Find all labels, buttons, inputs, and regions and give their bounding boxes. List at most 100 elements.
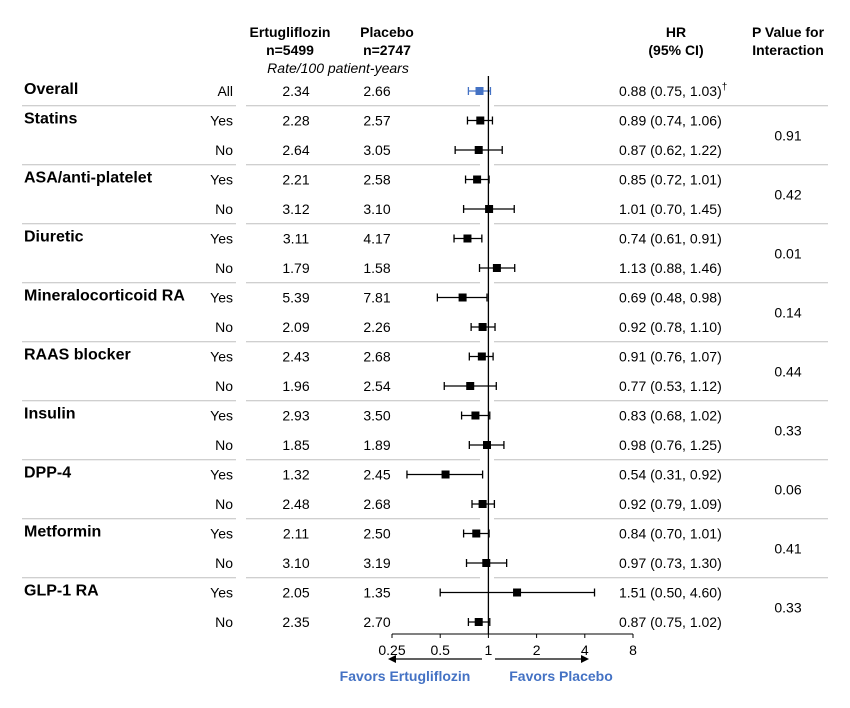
p-value: 0.33 bbox=[774, 422, 801, 438]
table-row: Yes 2.93 3.50 0.83 (0.68, 1.02) bbox=[210, 408, 722, 424]
p-value: 0.14 bbox=[774, 304, 801, 320]
group-label: ASA/anti-platelet bbox=[24, 170, 153, 187]
subgroup-label: Yes bbox=[210, 231, 233, 247]
placebo-rate: 3.10 bbox=[363, 201, 390, 217]
group-dpp-4: DPP-4 Yes 1.32 2.45 0.54 (0.31, 0.92) No 2.48 2… bbox=[24, 465, 802, 513]
hr-point bbox=[474, 146, 483, 154]
placebo-rate: 2.54 bbox=[363, 378, 390, 394]
ertugliflozin-rate: 5.39 bbox=[282, 290, 309, 306]
placebo-rate: 1.35 bbox=[363, 585, 390, 601]
table-row: No 1.79 1.58 1.13 (0.88, 1.46) bbox=[215, 260, 722, 276]
table-row: No 2.35 2.70 0.87 (0.75, 1.02) bbox=[215, 614, 722, 630]
hr-ci-text: 0.87 (0.75, 1.02) bbox=[619, 614, 722, 630]
placebo-header: Placebo bbox=[360, 24, 414, 40]
group-mineralocorticoid-ra: Mineralocorticoid RA Yes 5.39 7.81 0.69 (0.4… bbox=[24, 288, 802, 336]
column-headers: Ertugliflozin n=5499 Placebo n=2747 Rate… bbox=[250, 24, 825, 76]
group-raas-blocker: RAAS blocker Yes 2.43 2.68 0.91 (0.76, 1.07)… bbox=[24, 347, 802, 395]
hr-point bbox=[478, 323, 487, 331]
hr-point bbox=[478, 500, 487, 508]
favors-left-arrowhead bbox=[388, 655, 396, 663]
group-label: Mineralocorticoid RA bbox=[24, 288, 185, 305]
group-metformin: Metformin Yes 2.11 2.50 0.84 (0.70, 1.01) No 3… bbox=[24, 524, 802, 572]
p-value: 0.33 bbox=[774, 599, 801, 615]
hr-point bbox=[482, 441, 491, 449]
group-insulin: Insulin Yes 2.93 3.50 0.83 (0.68, 1.02) No 1.8… bbox=[24, 406, 802, 454]
ertugliflozin-rate: 2.09 bbox=[282, 319, 309, 335]
table-row: No 2.48 2.68 0.92 (0.79, 1.09) bbox=[215, 496, 722, 512]
group-dividers bbox=[22, 105, 828, 579]
p-value: 0.44 bbox=[774, 363, 801, 379]
hr-ci-text: 0.88 (0.75, 1.03)† bbox=[619, 82, 727, 99]
hr-ci-text: 1.13 (0.88, 1.46) bbox=[619, 260, 722, 276]
ertugliflozin-rate: 1.79 bbox=[282, 260, 309, 276]
placebo-rate: 2.68 bbox=[363, 496, 390, 512]
group-label: Insulin bbox=[24, 406, 76, 423]
hr-ci-text: 0.97 (0.73, 1.30) bbox=[619, 555, 722, 571]
subgroup-label: No bbox=[215, 496, 233, 512]
hr-point bbox=[472, 529, 481, 538]
hr-point bbox=[441, 470, 450, 479]
placebo-rate: 3.50 bbox=[363, 408, 390, 424]
p-value-header: P Value for bbox=[752, 24, 825, 40]
ertugliflozin-rate: 2.21 bbox=[282, 172, 309, 188]
subgroup-label: Yes bbox=[210, 290, 233, 306]
group-label: Overall bbox=[24, 81, 78, 98]
subgroup-label: Yes bbox=[210, 467, 233, 483]
group-label: DPP-4 bbox=[24, 465, 71, 482]
table-row: Yes 2.11 2.50 0.84 (0.70, 1.01) bbox=[210, 526, 722, 542]
hr-ci-text: 0.54 (0.31, 0.92) bbox=[619, 467, 722, 483]
group-label: GLP-1 RA bbox=[24, 583, 99, 600]
table-row: No 1.96 2.54 0.77 (0.53, 1.12) bbox=[215, 378, 722, 394]
placebo-rate: 2.70 bbox=[363, 614, 390, 630]
group-diuretic: Diuretic Yes 3.11 4.17 0.74 (0.61, 0.91) No 1.… bbox=[24, 229, 802, 277]
p-value: 0.42 bbox=[774, 186, 801, 202]
placebo-rate: 2.68 bbox=[363, 349, 390, 365]
group-asa-anti-platelet: ASA/anti-platelet Yes 2.21 2.58 0.85 (0.72, … bbox=[24, 170, 802, 218]
subgroup-label: No bbox=[215, 260, 233, 276]
subgroup-label: No bbox=[215, 437, 233, 453]
ertugliflozin-rate: 2.28 bbox=[282, 113, 309, 129]
subgroup-label: Yes bbox=[210, 526, 233, 542]
group-label: Statins bbox=[24, 111, 77, 128]
table-row: Yes 1.32 2.45 0.54 (0.31, 0.92) bbox=[210, 467, 722, 483]
group-label: Diuretic bbox=[24, 229, 84, 246]
p-value: 0.91 bbox=[774, 127, 801, 143]
table-row: No 3.12 3.10 1.01 (0.70, 1.45) bbox=[215, 201, 722, 217]
hr-ci-text: 0.85 (0.72, 1.01) bbox=[619, 172, 722, 188]
subgroup-label: All bbox=[217, 83, 233, 99]
placebo-rate: 2.26 bbox=[363, 319, 390, 335]
hr-point bbox=[477, 352, 486, 361]
table-row: Yes 5.39 7.81 0.69 (0.48, 0.98) bbox=[210, 290, 722, 306]
group-glp-1-ra: GLP-1 RA Yes 2.05 1.35 1.51 (0.50, 4.60) No 2.… bbox=[24, 583, 802, 631]
hr-ci-text: 0.98 (0.76, 1.25) bbox=[619, 437, 722, 453]
ertugliflozin-rate: 2.11 bbox=[283, 526, 309, 542]
ertugliflozin-n-header: n=5499 bbox=[266, 42, 314, 58]
hr-ci-text: 0.92 (0.79, 1.09) bbox=[619, 496, 722, 512]
interaction-header: Interaction bbox=[752, 42, 824, 58]
ertugliflozin-rate: 2.34 bbox=[282, 83, 309, 99]
hr-point bbox=[475, 87, 484, 95]
table-row: All 2.34 2.66 0.88 (0.75, 1.03)† bbox=[217, 82, 727, 99]
ertugliflozin-rate: 1.85 bbox=[282, 437, 309, 453]
footnote-mark: † bbox=[722, 82, 728, 93]
placebo-rate: 2.66 bbox=[363, 83, 390, 99]
ertugliflozin-rate: 1.32 bbox=[282, 467, 309, 483]
placebo-rate: 3.05 bbox=[363, 142, 390, 158]
placebo-rate: 2.57 bbox=[363, 113, 390, 129]
hr-ci-text: 0.92 (0.78, 1.10) bbox=[619, 319, 722, 335]
hr-point bbox=[474, 618, 483, 626]
placebo-n-header: n=2747 bbox=[363, 42, 411, 58]
placebo-rate: 2.58 bbox=[363, 172, 390, 188]
subgroup-label: No bbox=[215, 614, 233, 630]
group-statins: Statins Yes 2.28 2.57 0.89 (0.74, 1.06) No 2.6… bbox=[24, 111, 802, 159]
tick-label: 4 bbox=[581, 642, 589, 658]
group-overall: Overall All 2.34 2.66 0.88 (0.75, 1.03)† bbox=[24, 81, 727, 99]
subgroup-label: Yes bbox=[210, 113, 233, 129]
favors-right-arrowhead bbox=[581, 655, 589, 663]
tick-label: 0.25 bbox=[378, 642, 405, 658]
hr-ci-text: 0.87 (0.62, 1.22) bbox=[619, 142, 722, 158]
ertugliflozin-rate: 3.10 bbox=[282, 555, 309, 571]
hr-point bbox=[492, 264, 501, 272]
ertugliflozin-rate: 2.93 bbox=[282, 408, 309, 424]
